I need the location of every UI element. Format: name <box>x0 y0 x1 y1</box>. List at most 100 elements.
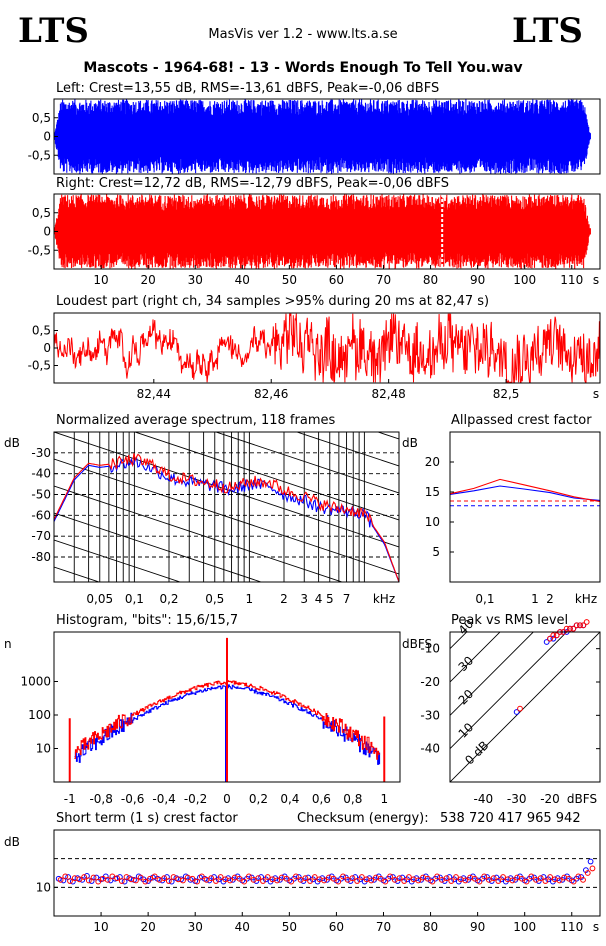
spectrum-xtick-label: 4 <box>315 592 323 606</box>
short-term-crest-point-right <box>81 874 88 880</box>
spectrum-xtick-label: 1 <box>246 592 254 606</box>
short-term-crest-point-right <box>76 876 83 883</box>
peak-vs-rms-diagonal-label: 0 dB <box>462 738 491 767</box>
histogram-xtick-label: -0,2 <box>184 792 207 806</box>
peak-vs-rms-diagonal-label: 20 <box>456 687 477 708</box>
histogram-xtick-label: -0,8 <box>89 792 112 806</box>
loudest-part-title: Loudest part (right ch, 34 samples >95% … <box>56 294 490 309</box>
short-term-crest-point-right <box>274 877 281 884</box>
histogram-xtick-label: 0,8 <box>343 792 362 806</box>
short-term-crest-frame <box>53 829 601 917</box>
histogram-xtick-label: 0,2 <box>249 792 268 806</box>
peak-vs-rms-point-right <box>570 625 577 632</box>
short-term-crest-point-right <box>142 878 149 885</box>
short-term-crest-point-right <box>189 875 196 882</box>
short-term-crest-point-right <box>62 873 69 880</box>
spectrum-slope-line <box>54 485 344 582</box>
allpassed-xtick-label: 1 <box>531 592 539 606</box>
short-term-crest-point-right <box>85 877 92 884</box>
short-term-crest-point-right <box>542 878 549 884</box>
short-term-crest-point-right <box>321 877 328 884</box>
short-term-crest-xunit-label: s <box>593 920 599 934</box>
short-term-crest-point-right <box>523 878 530 885</box>
histogram-xtick-label: 0,6 <box>312 792 331 806</box>
right-waveform-xtick-label: 30 <box>188 273 203 287</box>
short-term-crest-point-right <box>462 877 469 884</box>
short-term-crest-point-right <box>481 873 488 880</box>
short-term-crest-point-right <box>575 873 582 880</box>
allpassed-series-left <box>449 485 601 501</box>
allpassed-series-right <box>449 478 601 503</box>
spectrum-xtick-label: 0,2 <box>159 592 178 606</box>
short-term-crest-xtick-label: 20 <box>140 920 155 934</box>
histogram-xtick-label: 0 <box>223 792 231 806</box>
spectrum-slope-line <box>54 458 399 575</box>
spectrum-ytick-label: -80 <box>31 550 51 564</box>
short-term-crest-point-right <box>476 878 483 885</box>
short-term-crest-point-right <box>556 877 563 884</box>
short-term-crest-xtick-label: 60 <box>329 920 344 934</box>
short-term-crest-point-right <box>123 874 130 880</box>
short-term-crest-point-right <box>453 874 459 880</box>
short-term-crest-point-right <box>358 874 365 880</box>
histogram-xtick-label: -1 <box>64 792 76 806</box>
checksum-label: Checksum (energy): <box>297 811 429 826</box>
loudest-part-xtick-label: 82,44 <box>137 387 171 401</box>
spectrum-xunit-label: kHz <box>373 592 395 606</box>
allpassed-xunit-label: kHz <box>575 592 597 606</box>
spectrum-xtick-label: 0,1 <box>125 592 144 606</box>
peak-vs-rms-ytick-label: -30 <box>420 708 440 722</box>
short-term-crest-point-right <box>227 877 233 884</box>
short-term-crest-point-left <box>587 858 594 865</box>
short-term-crest-point-right <box>255 875 262 882</box>
peak-vs-rms-diagonal <box>450 632 600 782</box>
peak-vs-rms-diagonal <box>450 632 568 750</box>
peak-vs-rms-point-right <box>567 625 573 632</box>
short-term-crest-point-right <box>302 875 309 882</box>
peak-vs-rms-point-left <box>543 639 550 645</box>
histogram-title: Histogram, "bits": 15,6/15,7 <box>56 613 239 628</box>
peak-vs-rms-xlabel: dBFS <box>567 792 597 806</box>
right-waveform-xtick-label: 10 <box>93 273 108 287</box>
allpassed-frame <box>449 431 601 583</box>
short-term-crest-point-right <box>213 878 219 884</box>
short-term-crest-point-right <box>377 875 384 882</box>
right-waveform-xtick-label: 100 <box>513 273 536 287</box>
peak-vs-rms-xtick-label: -40 <box>474 792 494 806</box>
short-term-crest-xtick-label: 110 <box>560 920 583 934</box>
spectrum-ytick-label: -60 <box>31 508 51 522</box>
loudest-part-xunit-label: s <box>593 387 599 401</box>
short-term-crest-point-right <box>528 873 535 880</box>
peak-vs-rms-diagonal <box>450 632 501 683</box>
right-waveform-xtick-label: 40 <box>235 273 250 287</box>
short-term-crest-point-right <box>547 874 554 880</box>
histogram-xtick-label: -0,6 <box>121 792 144 806</box>
short-term-crest-point-right <box>589 865 596 872</box>
logo-left: LTS <box>18 11 89 51</box>
short-term-crest-point-right <box>349 875 356 882</box>
short-term-crest-point-right <box>406 874 412 880</box>
spectrum-xtick-label: 3 <box>300 592 308 606</box>
short-term-crest-xtick-label: 70 <box>376 920 391 934</box>
peak-vs-rms-point-right <box>550 632 557 639</box>
short-term-crest-xtick-label: 10 <box>93 920 108 934</box>
right-waveform-ytick-label: 0,5 <box>32 206 51 220</box>
peak-vs-rms-diagonal-label: 40 <box>456 617 477 638</box>
right-waveform-ytick-label: 0 <box>43 225 51 239</box>
checksum-value: 538 720 417 965 942 <box>440 811 581 826</box>
spectrum-ytick-label: -40 <box>31 467 51 481</box>
short-term-crest-point-right <box>288 878 295 885</box>
short-term-crest-point-right <box>340 873 346 880</box>
left-waveform-title: Left: Crest=13,55 dB, RMS=-13,61 dBFS, P… <box>56 81 440 96</box>
short-term-crest-point-right <box>566 875 572 882</box>
short-term-crest-point-right <box>415 877 422 884</box>
allpassed-ytick-label: 5 <box>432 545 440 559</box>
spectrum-ytick-label: -70 <box>31 529 51 543</box>
short-term-crest-point-right <box>264 874 271 880</box>
short-term-crest-point-right <box>57 876 64 883</box>
short-term-crest-point-right <box>161 875 168 882</box>
spectrum-title: Normalized average spectrum, 118 frames <box>56 413 336 428</box>
spectrum-ylabel: dB <box>4 436 20 450</box>
right-waveform-xtick-label: 90 <box>470 273 485 287</box>
short-term-crest-point-right <box>104 876 111 883</box>
